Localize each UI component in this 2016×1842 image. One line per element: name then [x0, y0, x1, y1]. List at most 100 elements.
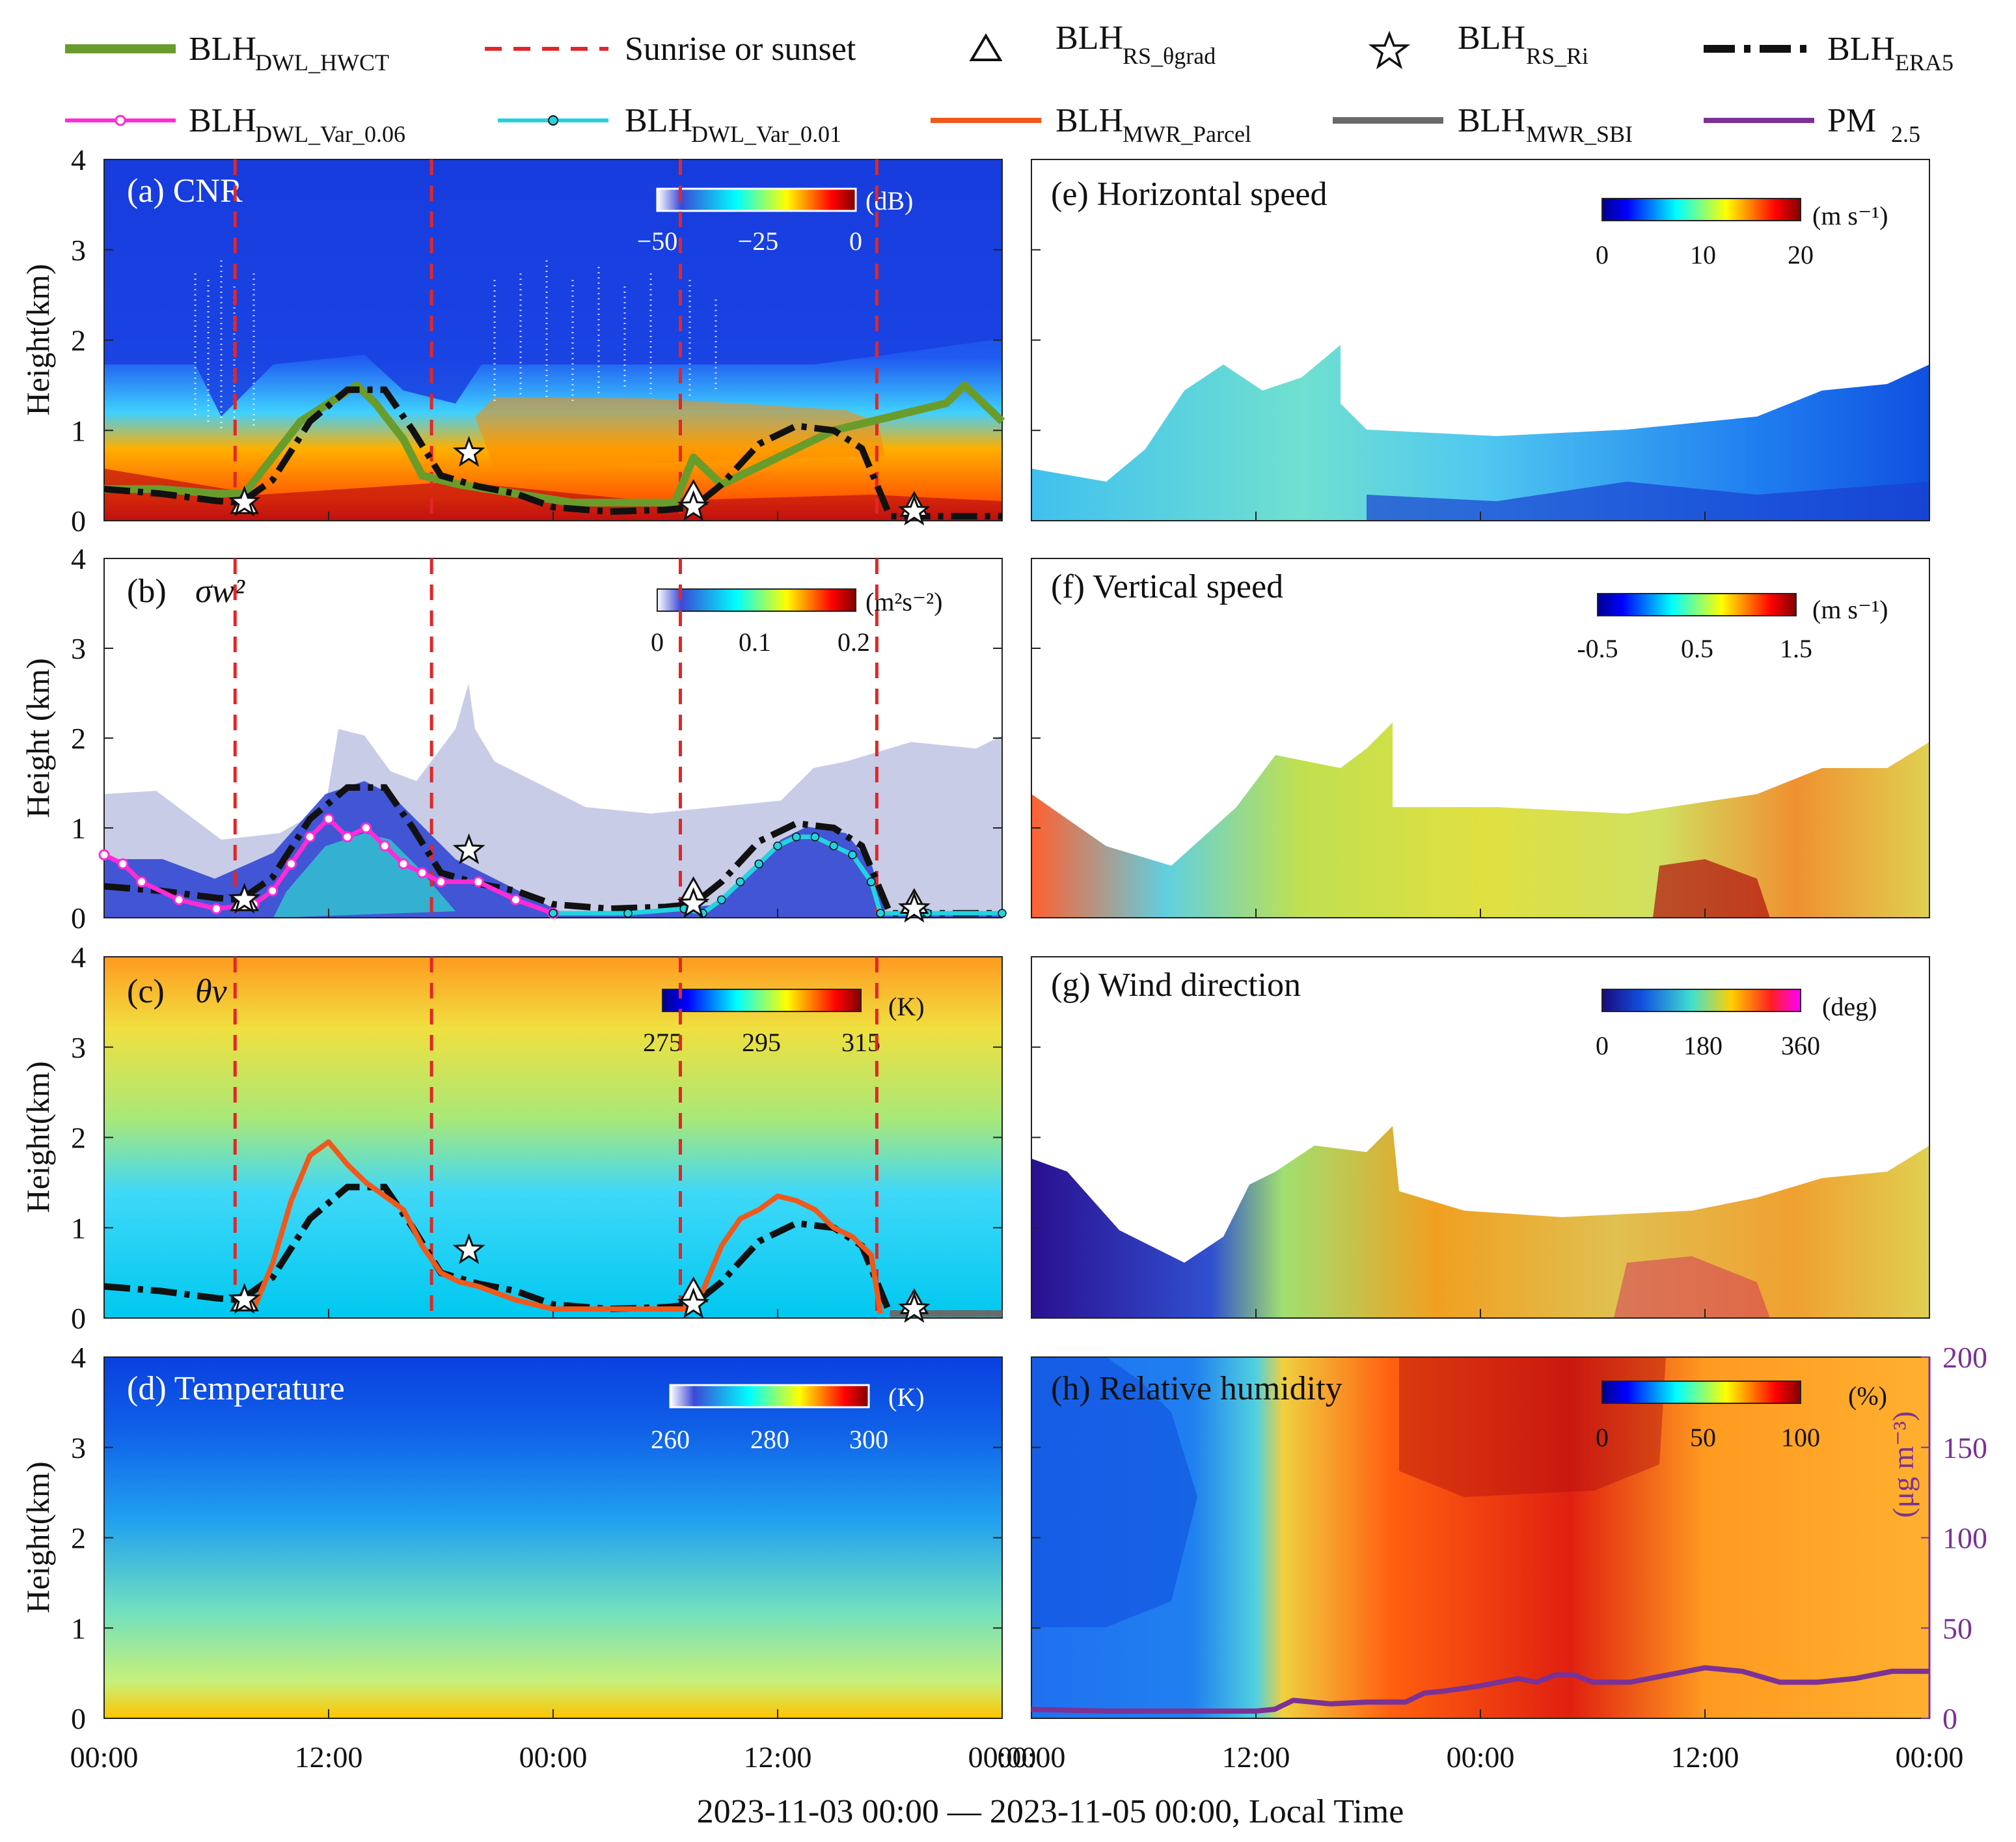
x-tick-label: 12:00: [1222, 1740, 1290, 1774]
legend-item-mwr-parcel: BLH MWR_Parcel: [931, 102, 1251, 147]
legend: BLH DWL_HWCT Sunrise or sunset BLH RS_θg…: [65, 20, 1954, 147]
panel-a-upper-layer: [104, 159, 1002, 417]
legend-sub: RS_Ri: [1526, 43, 1588, 69]
colorbar-f-tick: 1.5: [1780, 634, 1812, 663]
pm25-axis: 0 50 100 150 200 (μg m⁻³): [1887, 1341, 1987, 1735]
var-006-marker: [361, 822, 372, 834]
colorbar-a-tick: −50: [637, 227, 678, 256]
y-tick-label: 4: [71, 1341, 86, 1374]
series-overlays: [98, 159, 1929, 1714]
var-006-marker: [267, 885, 279, 897]
colorbar-a-unit: (dB): [865, 186, 913, 215]
panel-e-heatmap: [1031, 345, 1929, 521]
y-tick-label: 3: [71, 632, 86, 665]
pm25-tick-label: 150: [1942, 1431, 1987, 1464]
x-axis-label: 2023-11-03 00:00 — 2023-11-05 00:00, Loc…: [697, 1793, 1404, 1830]
y-tick-label: 1: [71, 414, 86, 447]
legend-label: BLH: [1458, 20, 1525, 57]
colorbar-b-tick: 0: [651, 627, 664, 657]
x-tick-label: 00:00: [1447, 1740, 1515, 1774]
pm25-tick-label: 50: [1942, 1612, 1972, 1645]
panel-d: [103, 1356, 1003, 1719]
legend-item-var-006: BLH DWL_Var_0.06: [65, 102, 405, 147]
x-tick-label: 12:00: [295, 1740, 363, 1774]
y-tick-label: 0: [71, 901, 86, 935]
panel-c-title: (c): [127, 973, 165, 1010]
blh-rs-ri-star: [677, 1287, 710, 1319]
legend-item-sunrise-sunset: Sunrise or sunset: [485, 31, 856, 68]
pm25-axis-unit: (μg m⁻³): [1887, 1411, 1920, 1518]
legend-label: BLH: [189, 102, 256, 139]
colorbar-d-tick: 300: [849, 1425, 888, 1454]
legend-label: PM: [1827, 102, 1876, 139]
legend-label: BLH: [1056, 102, 1123, 139]
colorbar-e-bar: [1601, 198, 1801, 221]
panel-d-ylabel: Height(km): [20, 1461, 56, 1613]
blh-rs-ri-star: [452, 1233, 485, 1265]
y-tick-label: 3: [71, 1031, 86, 1064]
legend-sub: DWL_HWCT: [255, 49, 389, 76]
panel-h-title: (h) Relative humidity: [1051, 1370, 1342, 1407]
var-006-marker: [136, 876, 147, 888]
var-001-marker: [735, 877, 745, 887]
colorbar-d: 260 280 300 (K): [651, 1382, 925, 1454]
var-006-marker: [510, 894, 521, 905]
blh-dwl-hwct-line: [104, 381, 1005, 507]
colorbar-g-tick: 360: [1781, 1031, 1820, 1060]
var-001-marker: [792, 832, 801, 842]
var-006-marker: [379, 840, 390, 852]
colorbar-f-tick: -0.5: [1577, 634, 1618, 663]
colorbar-d-unit: (K): [888, 1382, 925, 1412]
blh-rs-ri-star: [228, 883, 261, 914]
y-tick-label: 1: [71, 1612, 86, 1645]
y-tick-label: 1: [71, 812, 86, 845]
colorbar-c: 275 295 315 (K): [643, 989, 925, 1057]
colorbar-a-tick: −25: [738, 227, 779, 256]
var-006-marker: [98, 849, 110, 860]
blh-rs-ri-star: [228, 486, 261, 517]
colorbar-c-bar: [662, 989, 862, 1012]
panel-f-title: (f) Vertical speed: [1051, 568, 1283, 605]
colorbar-h-tick: 0: [1596, 1423, 1609, 1452]
colorbar-d-bar: [669, 1384, 870, 1409]
colorbar-c-tick: 315: [841, 1028, 880, 1057]
colorbar-b-tick: 0.2: [838, 627, 870, 657]
var-006-marker: [472, 876, 484, 888]
triangle-icon: [969, 33, 1003, 61]
x-tick-label: 00:00: [1896, 1740, 1964, 1774]
blh-rs-ri-star: [677, 887, 710, 918]
pm25-tick-labels: 0 50 100 150 200: [1921, 1341, 1987, 1735]
colorbar-e-tick: 10: [1690, 240, 1716, 269]
legend-item-pm25: PM 2.5: [1704, 102, 1920, 147]
y-tick-label: 0: [71, 1702, 86, 1735]
blh-rs-ri-star: [897, 494, 931, 526]
colorbar-e-tick: 0: [1596, 240, 1609, 269]
y-tick-label: 4: [71, 941, 86, 974]
pm25-line: [1031, 1665, 1929, 1714]
panel-b-ylabel: Height (km): [20, 658, 56, 818]
legend-label: Sunrise or sunset: [625, 31, 856, 68]
y-tick-label: 0: [71, 1302, 86, 1335]
var-001-marker: [717, 895, 726, 905]
colorbar-h-tick: 100: [1781, 1423, 1820, 1452]
panel-b: [103, 558, 1003, 918]
var-006-marker: [304, 831, 316, 843]
colorbar-f-unit: (m s⁻¹): [1812, 595, 1888, 624]
panel-d-heatmap: [104, 1357, 1002, 1718]
panel-h-moist-core: [1399, 1357, 1666, 1497]
colorbar-e-unit: (m s⁻¹): [1812, 201, 1888, 230]
blh-era5-line: [103, 386, 1002, 520]
blh-rs-ri-star: [677, 489, 710, 521]
legend-label: BLH: [1056, 20, 1123, 57]
legend-label: BLH: [625, 102, 692, 139]
colorbar-g-unit: (deg): [1822, 992, 1877, 1021]
legend-label: BLH: [189, 31, 256, 68]
colorbar-c-tick: 275: [643, 1028, 682, 1057]
colorbar-b-bar: [657, 588, 856, 612]
pm25-tick-label: 100: [1942, 1522, 1987, 1555]
legend-item-era5: BLH ERA5: [1704, 31, 1954, 76]
marker-icon: [115, 115, 126, 126]
colorbar-d-tick: 280: [750, 1425, 789, 1454]
colorbar-f: -0.5 0.5 1.5 (m s⁻¹): [1577, 593, 1888, 663]
